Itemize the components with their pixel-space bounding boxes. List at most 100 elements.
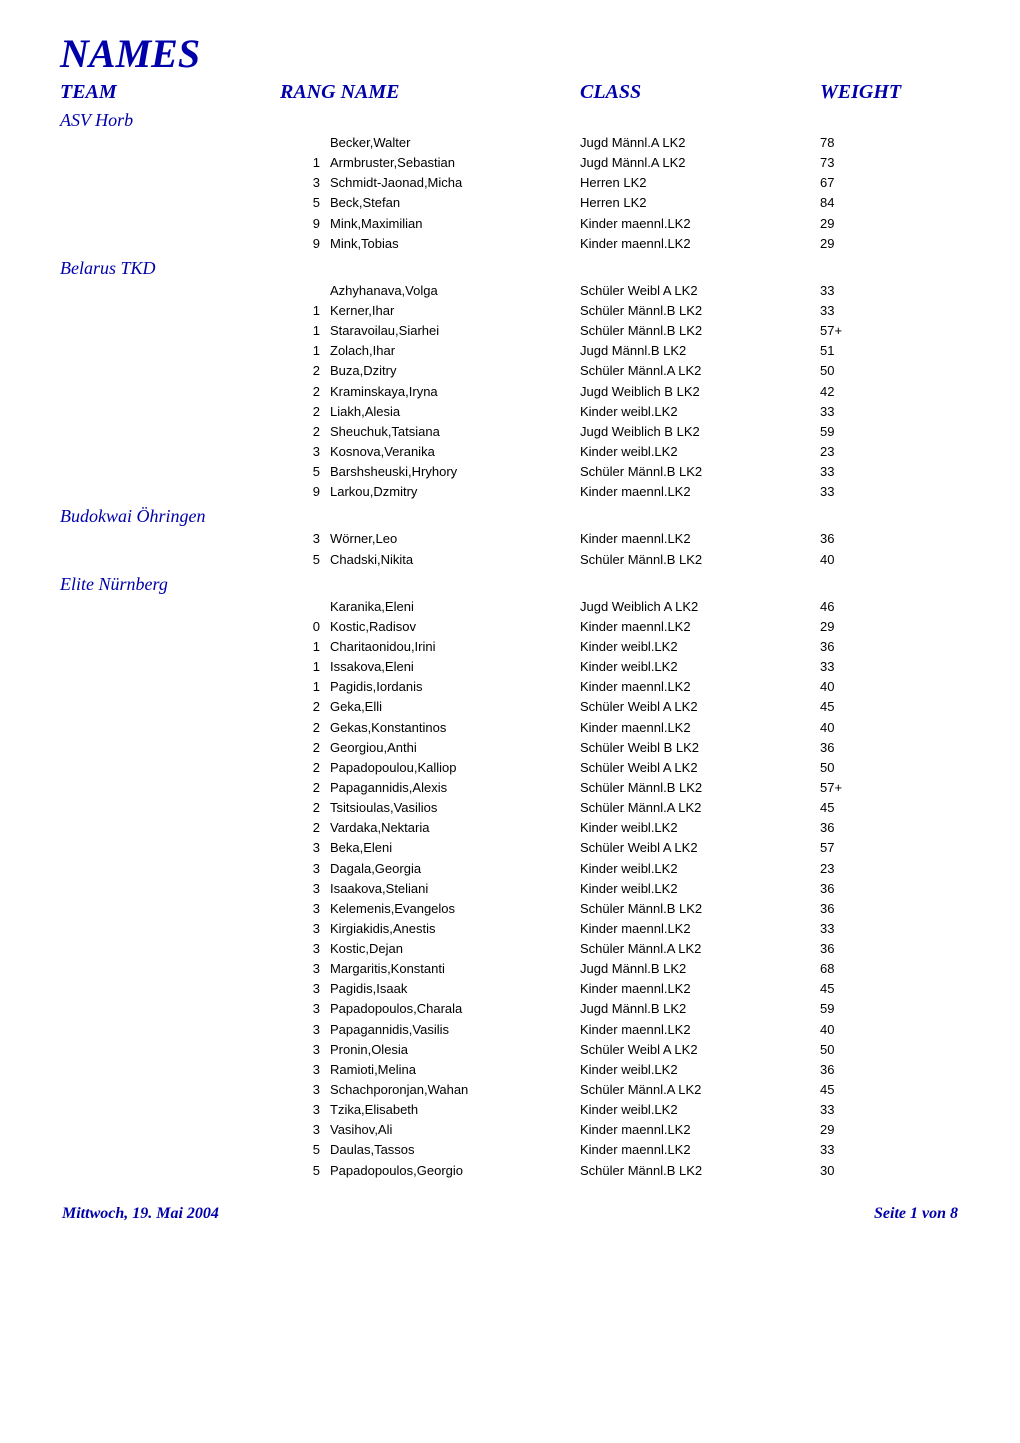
data-row: 9Larkou,DzmitryKinder maennl.LK233 xyxy=(60,482,960,502)
cell-rang: 2 xyxy=(280,402,330,422)
cell-name: Issakova,Eleni xyxy=(330,657,580,677)
data-row: 3Dagala,GeorgiaKinder weibl.LK223 xyxy=(60,859,960,879)
cell-weight: 57+ xyxy=(820,321,920,341)
cell-weight: 23 xyxy=(820,859,920,879)
cell-weight: 36 xyxy=(820,637,920,657)
cell-rang: 5 xyxy=(280,550,330,570)
cell-name: Sheuchuk,Tatsiana xyxy=(330,422,580,442)
cell-class: Jugd Weiblich A LK2 xyxy=(580,597,820,617)
row-spacer xyxy=(60,1161,280,1181)
data-row: 2Georgiou,AnthiSchüler Weibl B LK236 xyxy=(60,738,960,758)
cell-rang xyxy=(280,133,330,153)
cell-class: Kinder maennl.LK2 xyxy=(580,482,820,502)
row-spacer xyxy=(60,173,280,193)
cell-name: Liakh,Alesia xyxy=(330,402,580,422)
row-spacer xyxy=(60,234,280,254)
cell-rang: 3 xyxy=(280,1080,330,1100)
cell-rang: 3 xyxy=(280,1100,330,1120)
cell-rang: 3 xyxy=(280,999,330,1019)
row-spacer xyxy=(60,1020,280,1040)
header-weight: WEIGHT xyxy=(820,81,920,104)
cell-class: Schüler Männl.B LK2 xyxy=(580,1161,820,1181)
row-spacer xyxy=(60,1100,280,1120)
data-row: 3Schmidt-Jaonad,MichaHerren LK267 xyxy=(60,173,960,193)
row-spacer xyxy=(60,738,280,758)
cell-name: Kosnova,Veranika xyxy=(330,442,580,462)
cell-weight: 23 xyxy=(820,442,920,462)
row-spacer xyxy=(60,321,280,341)
cell-class: Schüler Weibl A LK2 xyxy=(580,1040,820,1060)
cell-rang: 1 xyxy=(280,677,330,697)
cell-rang: 3 xyxy=(280,919,330,939)
cell-rang: 1 xyxy=(280,657,330,677)
cell-weight: 45 xyxy=(820,1080,920,1100)
row-spacer xyxy=(60,281,280,301)
team-heading: ASV Horb xyxy=(60,110,960,131)
cell-name: Barshsheuski,Hryhory xyxy=(330,462,580,482)
row-spacer xyxy=(60,758,280,778)
cell-rang: 3 xyxy=(280,859,330,879)
cell-weight: 50 xyxy=(820,1040,920,1060)
cell-class: Kinder maennl.LK2 xyxy=(580,677,820,697)
data-row: 2Geka,ElliSchüler Weibl A LK245 xyxy=(60,697,960,717)
data-row: 3Tzika,ElisabethKinder weibl.LK233 xyxy=(60,1100,960,1120)
row-spacer xyxy=(60,697,280,717)
data-row: Azhyhanava,VolgaSchüler Weibl A LK233 xyxy=(60,281,960,301)
data-row: 3Papagannidis,VasilisKinder maennl.LK240 xyxy=(60,1020,960,1040)
cell-class: Herren LK2 xyxy=(580,173,820,193)
cell-name: Gekas,Konstantinos xyxy=(330,718,580,738)
row-spacer xyxy=(60,462,280,482)
data-row: 3Wörner,LeoKinder maennl.LK236 xyxy=(60,529,960,549)
data-row: 5Chadski,NikitaSchüler Männl.B LK240 xyxy=(60,550,960,570)
cell-rang: 3 xyxy=(280,529,330,549)
cell-name: Mink,Maximilian xyxy=(330,214,580,234)
cell-class: Jugd Männl.B LK2 xyxy=(580,959,820,979)
row-spacer xyxy=(60,919,280,939)
row-spacer xyxy=(60,1120,280,1140)
page-footer: Mittwoch, 19. Mai 2004 Seite 1 von 8 xyxy=(60,1205,960,1223)
cell-rang: 1 xyxy=(280,321,330,341)
row-spacer xyxy=(60,979,280,999)
cell-name: Papadopoulou,Kalliop xyxy=(330,758,580,778)
cell-rang: 2 xyxy=(280,361,330,381)
cell-class: Kinder weibl.LK2 xyxy=(580,818,820,838)
cell-name: Georgiou,Anthi xyxy=(330,738,580,758)
cell-rang xyxy=(280,597,330,617)
cell-class: Kinder maennl.LK2 xyxy=(580,529,820,549)
row-spacer xyxy=(60,838,280,858)
cell-name: Papadopoulos,Charala xyxy=(330,999,580,1019)
cell-weight: 40 xyxy=(820,550,920,570)
cell-rang: 9 xyxy=(280,482,330,502)
header-rang-name: RANG NAME xyxy=(280,81,580,104)
cell-rang: 3 xyxy=(280,442,330,462)
teams-container: ASV HorbBecker,WalterJugd Männl.A LK2781… xyxy=(60,110,960,1181)
cell-name: Pronin,Olesia xyxy=(330,1040,580,1060)
cell-weight: 59 xyxy=(820,999,920,1019)
cell-rang: 5 xyxy=(280,1140,330,1160)
data-row: 1Charitaonidou,IriniKinder weibl.LK236 xyxy=(60,637,960,657)
data-row: 3Margaritis,KonstantiJugd Männl.B LK268 xyxy=(60,959,960,979)
data-row: 5Daulas,TassosKinder maennl.LK233 xyxy=(60,1140,960,1160)
cell-class: Kinder weibl.LK2 xyxy=(580,859,820,879)
cell-weight: 33 xyxy=(820,482,920,502)
cell-name: Buza,Dzitry xyxy=(330,361,580,381)
cell-rang: 2 xyxy=(280,422,330,442)
row-spacer xyxy=(60,959,280,979)
cell-weight: 36 xyxy=(820,738,920,758)
cell-name: Becker,Walter xyxy=(330,133,580,153)
row-spacer xyxy=(60,637,280,657)
data-row: 1Staravoilau,SiarheiSchüler Männl.B LK25… xyxy=(60,321,960,341)
cell-name: Vardaka,Nektaria xyxy=(330,818,580,838)
cell-class: Kinder weibl.LK2 xyxy=(580,657,820,677)
row-spacer xyxy=(60,939,280,959)
cell-name: Dagala,Georgia xyxy=(330,859,580,879)
cell-rang: 1 xyxy=(280,153,330,173)
cell-class: Kinder maennl.LK2 xyxy=(580,718,820,738)
cell-weight: 33 xyxy=(820,462,920,482)
cell-name: Vasihov,Ali xyxy=(330,1120,580,1140)
row-spacer xyxy=(60,778,280,798)
cell-weight: 84 xyxy=(820,193,920,213)
cell-weight: 33 xyxy=(820,1140,920,1160)
cell-name: Schmidt-Jaonad,Micha xyxy=(330,173,580,193)
cell-weight: 33 xyxy=(820,281,920,301)
